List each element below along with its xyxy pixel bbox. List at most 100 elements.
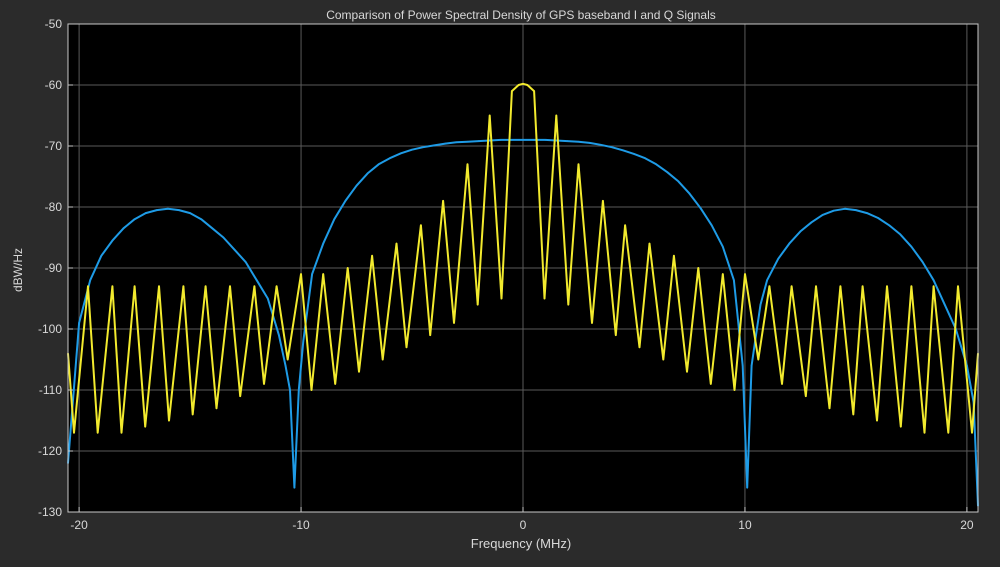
series-1-point	[821, 214, 824, 216]
series-1-point	[167, 208, 169, 210]
x-tick-label: -20	[70, 518, 88, 532]
series-2-point	[420, 224, 422, 227]
series-layer	[67, 82, 979, 507]
series-1-point	[284, 364, 287, 367]
y-tick-label: -100	[38, 322, 62, 336]
series-1-point	[666, 171, 669, 173]
series-1-point	[302, 340, 305, 343]
y-tick-label: -80	[45, 200, 63, 214]
series-1-point	[178, 209, 180, 211]
series-1-point	[289, 389, 291, 391]
x-tick-label: 10	[738, 518, 752, 532]
series-2-point	[442, 200, 444, 202]
series-1-point	[311, 273, 313, 275]
series-2-point	[96, 431, 99, 434]
series-2-point	[662, 358, 665, 361]
series-1-point	[333, 218, 336, 220]
series-2-point	[476, 303, 479, 306]
series-1-point	[488, 139, 491, 142]
series-2-point	[971, 431, 973, 434]
series-2-point	[429, 334, 432, 336]
series-1-point	[733, 279, 735, 282]
series-1-point	[122, 227, 125, 230]
y-tick-label: -130	[38, 505, 62, 519]
series-1-point	[832, 209, 835, 212]
series-1-point	[89, 279, 91, 282]
series-1-point	[866, 212, 868, 214]
series-2-point	[852, 413, 855, 416]
series-2-point	[488, 114, 491, 117]
y-tick-label: -60	[45, 78, 63, 92]
series-1-point	[799, 230, 802, 233]
series-1-point	[943, 303, 946, 306]
series-1-point	[810, 221, 813, 224]
series-2-point	[591, 322, 593, 324]
series-2-point	[111, 285, 114, 288]
series-1-point	[400, 152, 402, 155]
series-2-point	[861, 285, 864, 288]
series-2-point	[405, 346, 408, 349]
series-1-point	[633, 153, 635, 155]
series-1-point	[156, 209, 158, 211]
series-1-point	[355, 184, 358, 187]
series-1-point	[422, 146, 424, 148]
y-tick-label: -110	[39, 383, 62, 397]
series-2-point	[876, 419, 878, 422]
series-1-point	[233, 248, 236, 251]
series-2-point	[722, 273, 724, 275]
series-1	[67, 138, 979, 507]
x-axis-label: Frequency (MHz)	[471, 536, 571, 551]
series-2-point	[947, 431, 950, 434]
series-1-point	[377, 163, 380, 166]
series-1-point	[293, 486, 296, 489]
series-1-point	[888, 224, 890, 227]
series-1-point	[244, 261, 247, 263]
y-tick-label: -90	[45, 261, 63, 275]
series-2-point	[805, 395, 807, 397]
series-2-point	[395, 242, 398, 245]
series-2-point	[191, 413, 194, 416]
series-1-point	[777, 258, 779, 260]
series-2-point	[500, 297, 503, 300]
series-2-point	[229, 285, 231, 288]
series-2-point	[957, 285, 959, 288]
series-2-point	[144, 425, 146, 428]
series-1-point	[411, 148, 413, 151]
series-1-point	[477, 140, 480, 142]
series-1-point	[577, 140, 580, 143]
y-axis-label: dBW/Hz	[11, 248, 25, 292]
series-1-point	[222, 236, 225, 239]
series-2-point	[371, 255, 373, 257]
series-1-point	[688, 192, 691, 195]
series-1-point	[100, 255, 103, 257]
series-1-point	[766, 279, 768, 282]
tick-labels: -20 -10 0 10 20-130-120-110-100-90-80-70-60-…	[38, 17, 974, 532]
series-1-point	[444, 142, 447, 145]
series-2-point	[517, 84, 520, 86]
series-2-point	[624, 224, 626, 227]
series-1-point	[921, 261, 924, 263]
series-2-point	[358, 370, 360, 373]
series-2-point	[182, 285, 185, 288]
series-1-point	[622, 149, 624, 152]
series-1-point	[433, 144, 436, 147]
series-2-point	[543, 297, 546, 300]
y-tick-label: -120	[38, 444, 62, 458]
series-1-point	[298, 389, 300, 391]
series-1-point	[344, 200, 347, 202]
series-2-point	[932, 285, 935, 288]
series-2-point	[215, 407, 218, 410]
series-1-point	[322, 242, 325, 245]
series-1-point	[511, 139, 513, 141]
series-1-point	[746, 486, 748, 489]
series-1-point	[566, 140, 569, 142]
series-1-point	[111, 239, 114, 242]
series-2-point	[839, 285, 842, 288]
series-2-point	[815, 285, 817, 288]
series-1-point	[611, 146, 613, 148]
series-2-point	[602, 200, 604, 202]
series-1-point	[389, 157, 391, 159]
series-1-point	[722, 245, 724, 248]
y-tick-label: -50	[45, 17, 63, 31]
